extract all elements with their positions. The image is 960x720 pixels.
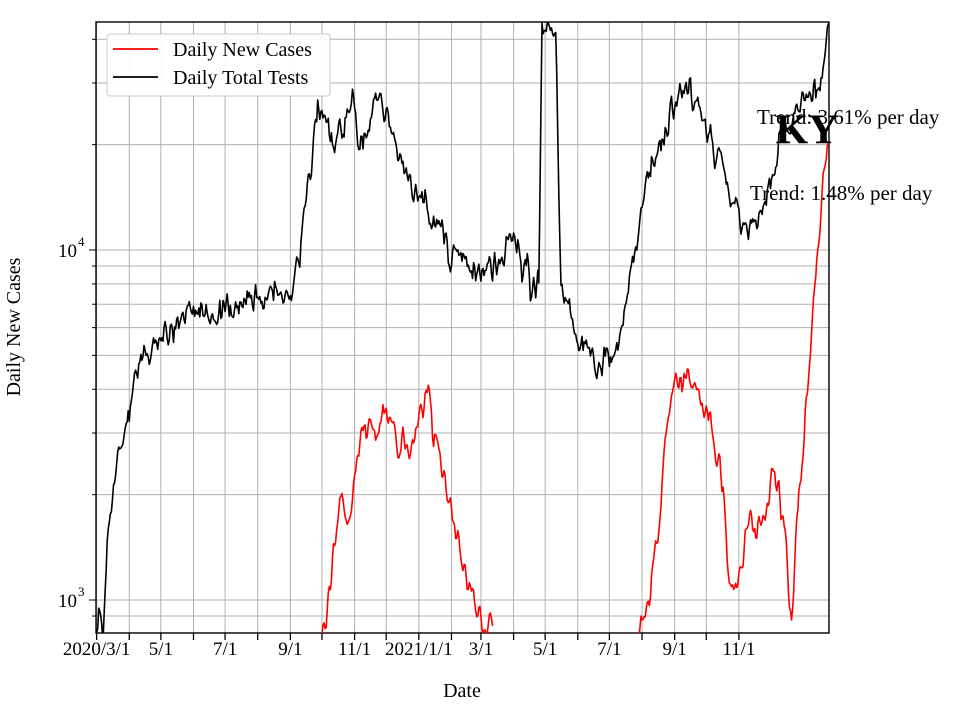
svg-text:Daily New Cases: Daily New Cases: [173, 39, 312, 61]
svg-text:5/1: 5/1: [149, 639, 173, 660]
svg-text:3/1: 3/1: [469, 639, 493, 660]
svg-text:7/1: 7/1: [597, 639, 621, 660]
svg-text:11/1: 11/1: [338, 639, 371, 660]
svg-text:5/1: 5/1: [533, 639, 557, 660]
svg-text:KY: KY: [776, 107, 839, 153]
svg-text:2020/3/1: 2020/3/1: [63, 639, 131, 660]
svg-text:3: 3: [78, 584, 85, 599]
svg-text:10: 10: [58, 241, 77, 262]
svg-text:10: 10: [58, 591, 77, 612]
svg-text:11/1: 11/1: [722, 639, 755, 660]
svg-text:4: 4: [78, 234, 85, 249]
svg-text:Daily Total Tests: Daily Total Tests: [173, 67, 309, 89]
svg-text:Trend: 1.48% per day: Trend: 1.48% per day: [750, 181, 933, 205]
svg-text:9/1: 9/1: [663, 639, 687, 660]
svg-text:Daily New Cases: Daily New Cases: [3, 257, 25, 396]
svg-text:Date: Date: [443, 680, 481, 702]
svg-text:7/1: 7/1: [213, 639, 237, 660]
svg-text:2021/1/1: 2021/1/1: [385, 639, 453, 660]
svg-text:9/1: 9/1: [278, 639, 302, 660]
